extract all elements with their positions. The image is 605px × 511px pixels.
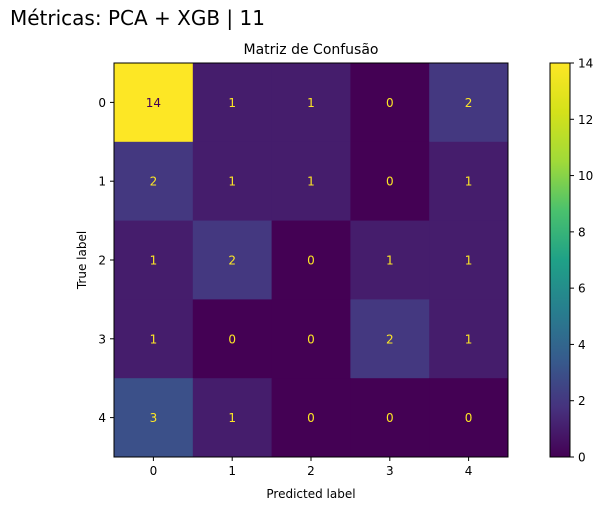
colorbar-tick-label-0: 0 (578, 451, 586, 465)
cell-value-4-2: 0 (307, 411, 315, 425)
cell-value-2-4: 1 (465, 254, 473, 268)
heatmap-cells (114, 63, 509, 458)
figure-title: Métricas: PCA + XGB | 11 (10, 6, 265, 30)
heatmap-cell-0-3 (350, 63, 430, 143)
cell-value-4-0: 3 (150, 411, 158, 425)
colorbar-tick-label-1: 2 (578, 394, 586, 408)
cell-value-0-0: 14 (146, 96, 161, 110)
heatmap-cell-0-1 (192, 63, 273, 143)
y-axis-label: True label (75, 231, 89, 290)
cell-value-0-3: 0 (386, 96, 394, 110)
colorbar-tick-label-4: 8 (578, 225, 586, 239)
chart-title: Matriz de Confusão (244, 42, 379, 58)
colorbar-ticks: 0 2 4 6 8 10 12 14 (570, 57, 593, 465)
cell-value-2-3: 1 (386, 254, 394, 268)
colorbar-tick-label-3: 6 (578, 282, 586, 296)
x-tick-label-0: 0 (150, 464, 158, 478)
colorbar-tick-label-6: 12 (578, 113, 593, 127)
cell-value-3-3: 2 (386, 332, 394, 346)
cell-value-4-1: 1 (228, 411, 236, 425)
heatmap-cell-labels: 14 1 1 0 2 2 1 1 0 1 1 2 0 1 1 1 0 0 2 1 3 1 0 0 0 (146, 96, 473, 425)
heatmap-cell-4-1 (192, 378, 273, 458)
heatmap-cell-2-0 (114, 220, 194, 300)
heatmap-cell-3-4 (429, 299, 509, 379)
x-tick-label-3: 3 (386, 464, 394, 478)
heatmap-cell-3-0 (114, 299, 194, 379)
y-tick-label-2: 2 (98, 254, 106, 268)
heatmap-cell-1-3 (350, 141, 430, 222)
heatmap-cell-0-0 (114, 63, 194, 143)
heatmap-cell-3-1 (192, 299, 273, 379)
cell-value-0-2: 1 (307, 96, 315, 110)
heatmap-cell-1-0 (114, 141, 194, 222)
x-tick-label-1: 1 (228, 464, 236, 478)
cell-value-3-0: 1 (150, 332, 158, 346)
heatmap-cell-2-3 (350, 220, 430, 300)
cell-value-3-1: 0 (228, 332, 236, 346)
y-tick-label-0: 0 (98, 96, 106, 110)
cell-value-1-2: 1 (307, 175, 315, 189)
heatmap-cell-2-4 (429, 220, 509, 300)
heatmap-cell-4-4 (429, 378, 509, 458)
y-tick-label-1: 1 (98, 175, 106, 189)
cell-value-4-3: 0 (386, 411, 394, 425)
cell-value-2-2: 0 (307, 254, 315, 268)
y-tick-label-4: 4 (98, 411, 106, 425)
y-tick-label-3: 3 (98, 332, 106, 346)
cell-value-1-4: 1 (465, 175, 473, 189)
cell-value-3-2: 0 (307, 332, 315, 346)
x-tick-label-2: 2 (307, 464, 315, 478)
x-tick-label-4: 4 (465, 464, 473, 478)
cell-value-1-3: 0 (386, 175, 394, 189)
heatmap-cell-1-1 (192, 141, 273, 222)
cell-value-0-1: 1 (228, 96, 236, 110)
colorbar-tick-label-7: 14 (578, 57, 593, 71)
colorbar (549, 62, 571, 458)
heatmap-cell-1-4 (429, 141, 509, 222)
heatmap-cell-2-2 (271, 220, 351, 300)
cell-value-1-0: 2 (150, 175, 158, 189)
colorbar-tick-label-5: 10 (578, 169, 593, 183)
cell-value-0-4: 2 (465, 96, 473, 110)
heatmap-cell-3-3 (350, 299, 430, 379)
heatmap-cell-4-0 (114, 378, 194, 458)
cell-value-4-4: 0 (465, 411, 473, 425)
heatmap-cell-1-2 (271, 141, 351, 222)
x-axis-label: Predicted label (266, 487, 355, 501)
cell-value-2-0: 1 (150, 254, 158, 268)
heatmap-cell-4-3 (350, 378, 430, 458)
cell-value-1-1: 1 (228, 175, 236, 189)
heatmap-cell-4-2 (271, 378, 351, 458)
cell-value-2-1: 2 (228, 254, 236, 268)
heatmap-cell-0-2 (271, 63, 351, 143)
x-axis: 0 1 2 3 4 (150, 457, 473, 478)
colorbar-tick-label-2: 4 (578, 338, 586, 352)
heatmap-cell-0-4 (429, 63, 509, 143)
y-axis: 0 1 2 3 4 (98, 96, 114, 425)
cell-value-3-4: 1 (465, 332, 473, 346)
heatmap-cell-3-2 (271, 299, 351, 379)
heatmap-cell-2-1 (192, 220, 273, 300)
